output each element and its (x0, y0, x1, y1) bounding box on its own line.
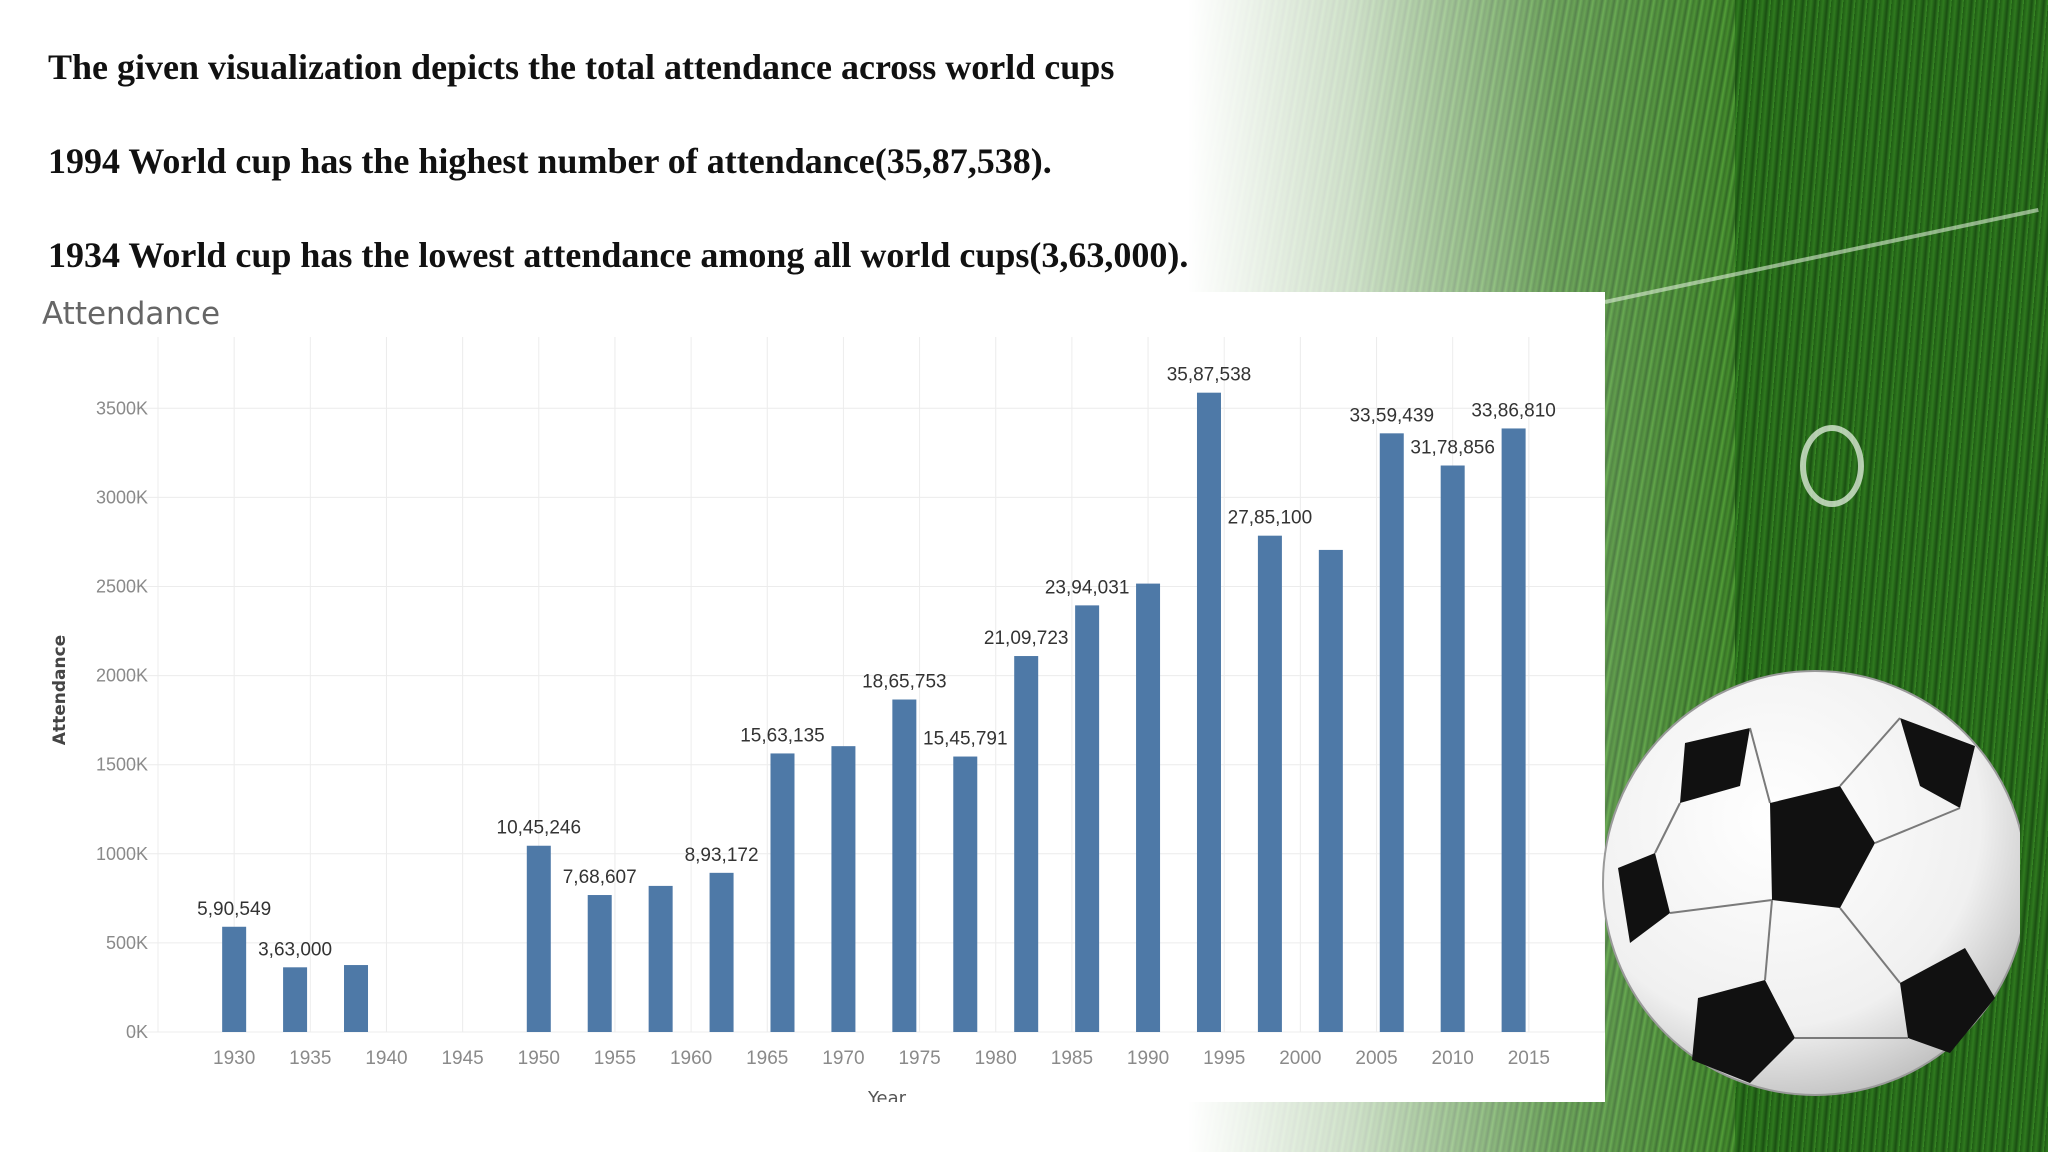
data-label-1978: 15,45,791 (923, 729, 1008, 750)
soccer-ball-icon (1602, 670, 2020, 1096)
bar-2014 (1501, 428, 1526, 1032)
x-tick-label: 1985 (1051, 1048, 1093, 1069)
headline-highest: 1994 World cup has the highest number of… (48, 141, 1052, 181)
data-label-2014: 33,86,810 (1471, 400, 1556, 421)
y-tick-label: 1500K (96, 755, 148, 775)
chart-panel: 0K 500K 1000K 1500K 2000K 2500K 3000K 3500K 1930… (20, 292, 1605, 1102)
bar-1958 (648, 885, 673, 1032)
bar-1986 (1075, 605, 1100, 1032)
bar-1938 (344, 965, 369, 1032)
x-tick-label: 1930 (213, 1048, 255, 1069)
field-marking-zero (1800, 425, 1864, 507)
x-tick-label: 2005 (1355, 1048, 1397, 1069)
bar-1982 (1014, 656, 1039, 1032)
data-label-1950: 10,45,246 (497, 818, 582, 839)
bar-1978 (953, 756, 978, 1032)
attendance-bar-chart: 0K 500K 1000K 1500K 2000K 2500K 3000K 3500K 1930… (42, 296, 1605, 1102)
data-label-1994: 35,87,538 (1167, 365, 1252, 386)
data-label-1934: 3,63,000 (258, 939, 332, 960)
y-tick-label: 1000K (96, 844, 148, 864)
bar-2002 (1318, 549, 1343, 1032)
x-tick-label: 1960 (670, 1048, 712, 1069)
x-axis-label: Year (867, 1088, 907, 1102)
data-label-1998: 27,85,100 (1228, 508, 1313, 529)
x-tick-label: 1945 (441, 1048, 483, 1069)
bar-1950 (526, 845, 551, 1032)
bar-1962 (709, 872, 734, 1032)
x-tick-label: 2015 (1508, 1048, 1550, 1069)
y-tick-label: 3000K (96, 487, 148, 507)
data-label-1954: 7,68,607 (563, 867, 637, 888)
y-tick-label: 2000K (96, 666, 148, 686)
data-label-2010: 31,78,856 (1410, 438, 1495, 459)
data-label-1982: 21,09,723 (984, 628, 1069, 649)
y-tick-label: 0K (126, 1022, 148, 1042)
x-tick-label: 1970 (822, 1048, 864, 1069)
data-label-1986: 23,94,031 (1045, 577, 1130, 598)
y-tick-label: 500K (106, 933, 148, 953)
x-tick-label: 1995 (1203, 1048, 1245, 1069)
bar-1934 (283, 967, 308, 1032)
x-tick-label: 1965 (746, 1048, 788, 1069)
data-label-1930: 5,90,549 (197, 899, 271, 920)
bar-1990 (1136, 583, 1161, 1032)
headline-summary: The given visualization depicts the tota… (48, 47, 1115, 87)
y-axis-label: Attendance (50, 635, 70, 745)
x-tick-label: 1955 (594, 1048, 636, 1069)
bar-1930 (222, 926, 247, 1032)
data-label-2006: 33,59,439 (1349, 405, 1434, 426)
bar-1974 (892, 699, 917, 1032)
bar-2006 (1379, 433, 1404, 1032)
x-tick-label: 1950 (518, 1048, 560, 1069)
bar-1994 (1196, 392, 1221, 1032)
bar-1966 (770, 753, 795, 1032)
data-label-1962: 8,93,172 (685, 845, 759, 866)
bar-1954 (587, 895, 612, 1032)
y-tick-label: 2500K (96, 576, 148, 596)
x-tick-label: 2000 (1279, 1048, 1321, 1069)
bar-1970 (831, 746, 856, 1032)
x-tick-label: 1940 (365, 1048, 407, 1069)
headline-lowest: 1934 World cup has the lowest attendance… (48, 235, 1189, 275)
data-label-1966: 15,63,135 (740, 725, 825, 746)
data-label-1974: 18,65,753 (862, 672, 947, 693)
x-tick-label: 1980 (975, 1048, 1017, 1069)
x-tick-label: 2010 (1432, 1048, 1474, 1069)
bar-2010 (1440, 465, 1465, 1032)
bar-1998 (1257, 535, 1282, 1032)
x-tick-label: 1975 (898, 1048, 940, 1069)
x-tick-label: 1990 (1127, 1048, 1169, 1069)
chart-title: Attendance (42, 296, 220, 332)
y-tick-label: 3500K (96, 398, 148, 418)
x-tick-label: 1935 (289, 1048, 331, 1069)
